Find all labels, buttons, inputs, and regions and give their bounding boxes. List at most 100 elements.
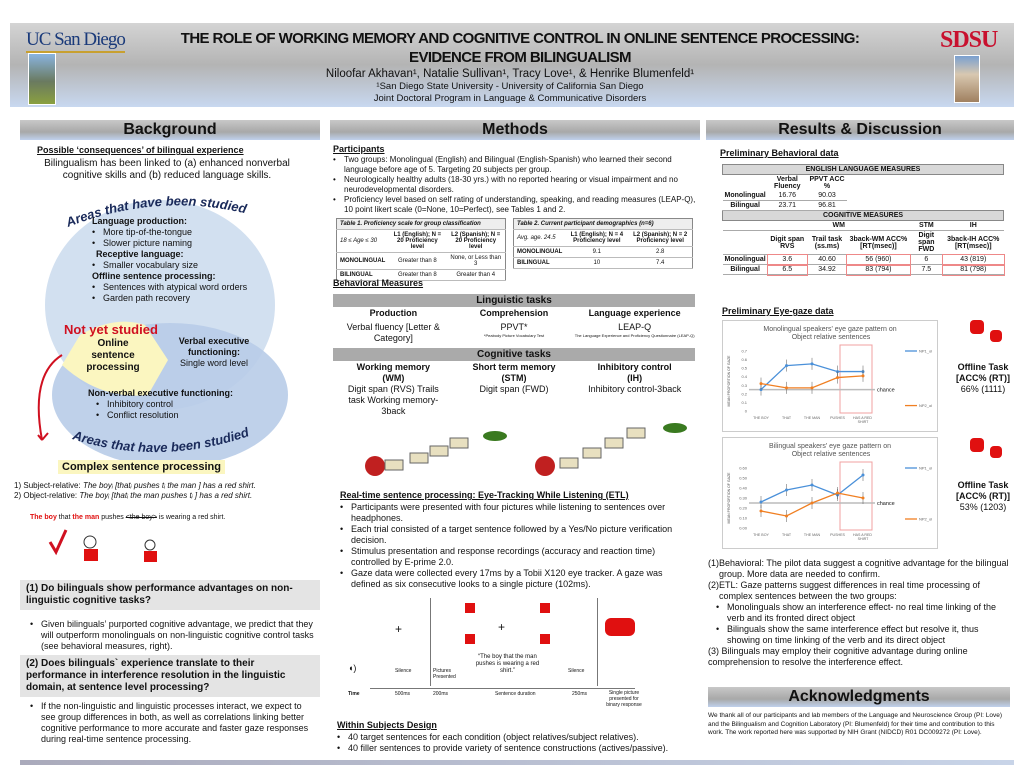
table-header: 3back-WM ACC% [RT(msec)] bbox=[847, 230, 910, 255]
time-value: 500ms bbox=[395, 691, 411, 697]
chance-label: chance bbox=[877, 388, 895, 394]
data-point bbox=[785, 514, 788, 518]
linguistic-tasks: Production Verbal fluency [Letter & Categ… bbox=[333, 308, 695, 344]
data-point bbox=[861, 496, 865, 500]
linguistic-task-column: Production Verbal fluency [Letter & Categ… bbox=[333, 308, 454, 344]
table-header: L2 (Spanish); N = 2 Proficiency level bbox=[628, 229, 693, 247]
list-item: Stimulus presentation and response recor… bbox=[340, 546, 685, 568]
table-header: Digit span FWD bbox=[909, 230, 943, 255]
within-subjects-heading: Within Subjects Design bbox=[337, 720, 437, 730]
table-caption: Table 1. Proficiency scale for group cla… bbox=[336, 218, 506, 230]
question-1: (1) Do bilinguals show performance advan… bbox=[20, 580, 320, 610]
task-value: Digit span (FWD) bbox=[479, 384, 549, 394]
table-cell: 90.03 bbox=[806, 191, 848, 201]
table-cell: None, or Less than 3 bbox=[446, 252, 506, 270]
y-tick-label: 0.40 bbox=[739, 486, 748, 491]
table-cell: Bilingual bbox=[722, 264, 768, 275]
bilingual-gaze-chart: Bilingual speakers' eye gaze pattern on … bbox=[722, 437, 938, 549]
data-point bbox=[785, 364, 788, 368]
table-header: L2 (Spanish); N = 20 Proficiency level bbox=[446, 229, 506, 253]
data-point bbox=[810, 501, 814, 505]
ex3-part: pushes bbox=[99, 514, 126, 521]
group-header: WM bbox=[767, 220, 910, 231]
task-heading: Working memory (WM) bbox=[356, 362, 431, 383]
table-caption: COGNITIVE MEASURES bbox=[722, 210, 1004, 221]
ex-label: Subject-relative: bbox=[23, 481, 81, 490]
y-tick-label: 0.5 bbox=[741, 366, 747, 371]
picture-man-icon bbox=[540, 603, 550, 613]
online-processing-label: Online sentence processing bbox=[86, 338, 140, 373]
table-cell: BILINGUAL bbox=[513, 257, 566, 269]
linguistic-task-column: Language experience LEAP-Q The Language Ex… bbox=[574, 308, 695, 344]
lang-prod-heading: Language production: bbox=[92, 216, 187, 226]
table-row: MONOLINGUAL Greater than 8 None, or Less t… bbox=[336, 252, 506, 270]
task-value: LEAP-Q bbox=[618, 322, 652, 332]
highlight-box bbox=[839, 461, 873, 531]
ucsd-logo: UC San Diego bbox=[26, 29, 126, 53]
table-caption: ENGLISH LANGUAGE MEASURES bbox=[722, 164, 1004, 175]
table-header: Trail task (ss.ms) bbox=[806, 230, 848, 255]
list-item: Inhibitory control bbox=[96, 399, 233, 410]
venn-diagram: Areas that have been studied Areas that … bbox=[37, 193, 288, 467]
list-item: Conflict resolution bbox=[96, 410, 233, 421]
x-tick-label: PUSHES bbox=[830, 416, 845, 420]
table-caption: Table 2. Current participant demographic… bbox=[513, 218, 693, 230]
table-cell: 34.92 bbox=[806, 264, 848, 275]
silence-label: Silence bbox=[568, 668, 585, 674]
task-heading: Short term memory (STM) bbox=[472, 362, 556, 383]
table-header: 18 ≤ Age ≤ 30 bbox=[336, 229, 389, 253]
table-header: 3back-IH ACC% [RT(msec)] bbox=[943, 230, 1004, 255]
acknowledgments-text: We thank all of our participants and lab… bbox=[708, 712, 1002, 736]
list-item: Sentences with atypical word orders bbox=[92, 282, 247, 293]
table-cell: Greater than 8 bbox=[388, 269, 447, 281]
y-tick-label: 0.1 bbox=[741, 400, 747, 405]
legend-label: NP2_ol bbox=[919, 517, 932, 522]
list-item: Each trial consisted of a target sentenc… bbox=[340, 524, 685, 546]
group-header: STM bbox=[909, 220, 943, 231]
data-point bbox=[785, 488, 788, 492]
fixation-cross-icon: + bbox=[498, 620, 506, 634]
list-item: Gaze data were collected every 17ms by a… bbox=[340, 568, 685, 590]
q2-list: If the non-linguistic and linguistic pro… bbox=[30, 701, 315, 745]
verbal-exec-heading: Verbal executive functioning: bbox=[178, 336, 250, 357]
prelim-eye-heading: Preliminary Eye-gaze data bbox=[722, 306, 834, 316]
x-tick-label: THE MAN bbox=[804, 533, 821, 537]
picture-man-standing-icon bbox=[540, 634, 550, 644]
table-row: MONOLINGUAL 9.1 2.8 bbox=[513, 246, 693, 258]
conclusion-1: (1)Behavioral: The pilot data suggest a … bbox=[708, 558, 1009, 579]
behavioral-measures-heading: Behavioral Measures bbox=[333, 278, 424, 288]
authors-block: Niloofar Akhavan¹, Natalie Sullivan¹, Tr… bbox=[110, 68, 910, 105]
complex-sentence-heading: Complex sentence processing bbox=[58, 460, 225, 474]
list-item: Monolinguals show an interference effect… bbox=[716, 602, 1013, 624]
nonverbal-heading: Non-verbal executive functioning: bbox=[88, 388, 234, 398]
conclusion-2: (2)ETL: Gaze patterns suggest difference… bbox=[708, 580, 980, 601]
offline-task-2: Offline Task [ACC% (RT)] 53% (1203) bbox=[944, 480, 1022, 513]
table-header: Verbal Fluency bbox=[774, 176, 801, 190]
table-cell: MONOLINGUAL bbox=[336, 252, 389, 270]
table-row: Monolingual 16.76 90.03 bbox=[722, 191, 1004, 201]
y-tick-label: 0 bbox=[745, 409, 748, 414]
list-item: Proficiency level based on self rating o… bbox=[333, 195, 698, 215]
poster-title: THE ROLE OF WORKING MEMORY AND COGNITIVE… bbox=[105, 29, 935, 67]
y-tick-label: 0.2 bbox=[741, 391, 747, 396]
chart-title: Bilingual speakers' eye gaze pattern on … bbox=[769, 443, 893, 458]
sdsu-campus-photo bbox=[954, 55, 980, 103]
table-row: Monolingual 3.6 40.60 56 (960) 6 43 (819) bbox=[722, 253, 1005, 266]
methods-heading: Methods bbox=[330, 120, 700, 140]
q1-list: Given bilinguals’ purported cognitive ad… bbox=[30, 619, 315, 652]
cognitive-tasks-bar: Cognitive tasks bbox=[333, 348, 695, 361]
list-item: Given bilinguals’ purported cognitive ad… bbox=[30, 619, 315, 652]
chance-label: chance bbox=[877, 501, 895, 507]
ex-text: The boyᵢ [thatᵢ pushes tᵢ the man ] has … bbox=[82, 481, 256, 490]
list-item: Two groups: Monolingual (English) and Bi… bbox=[333, 155, 698, 175]
data-point bbox=[836, 376, 839, 380]
list-item: Participants were presented with four pi… bbox=[340, 502, 685, 524]
list-item: Neurologically healthy adults (18-30 yrs… bbox=[333, 175, 698, 195]
intro-text: Bilingualism has been linked to (a) enha… bbox=[44, 158, 290, 181]
ex3-part: is wearing a red shirt. bbox=[156, 514, 226, 521]
task-note: The Language Experience and Proficiency … bbox=[574, 333, 695, 338]
table-cell: 10 bbox=[565, 257, 629, 269]
results-heading: Results & Discussion bbox=[706, 120, 1014, 140]
table-cell: 16.76 bbox=[767, 191, 807, 201]
trial-timeline: + + ◖) Silence Pictures Presented “The b… bbox=[340, 598, 695, 708]
